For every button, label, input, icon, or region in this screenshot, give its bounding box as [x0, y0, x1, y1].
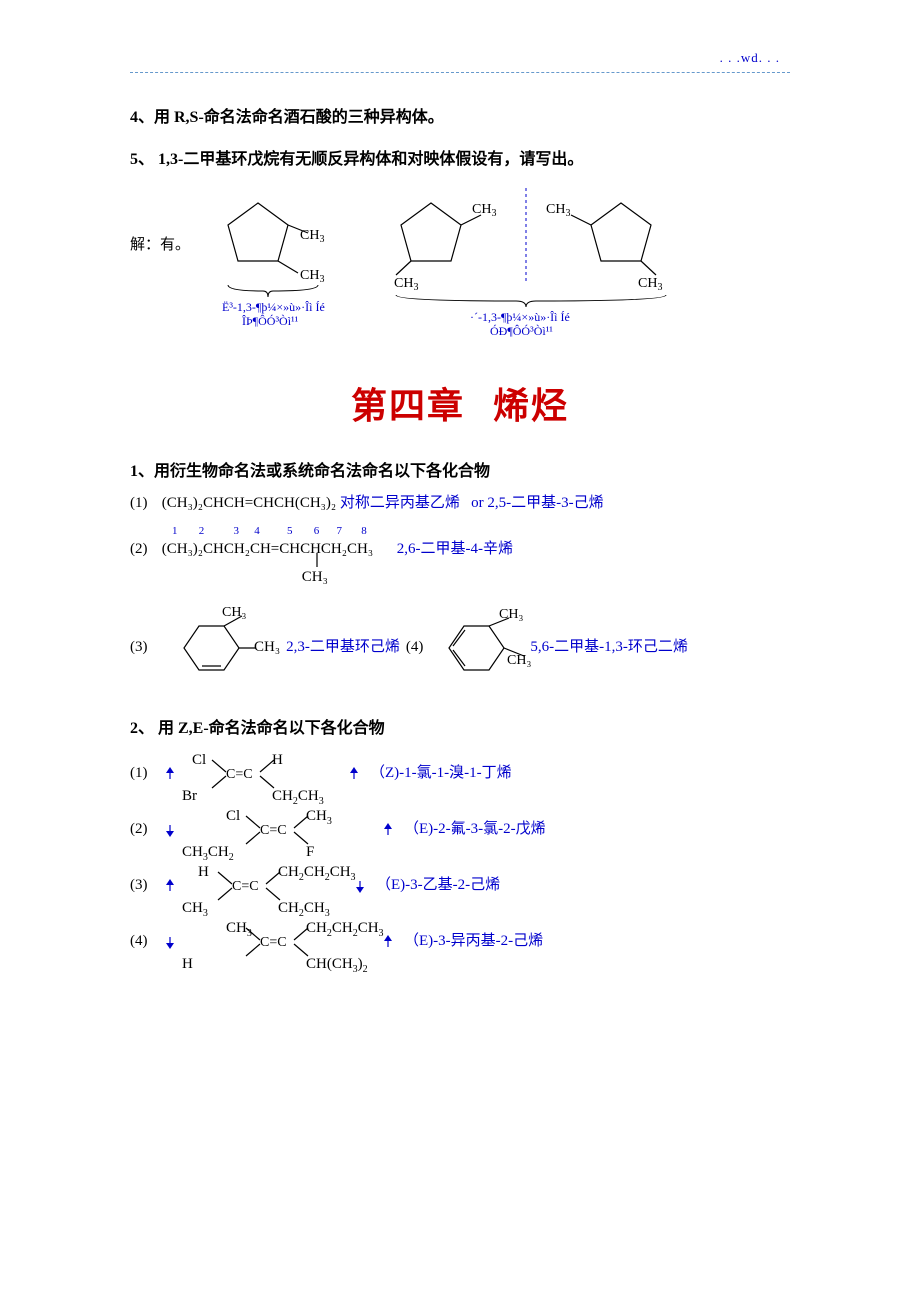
q5-answer-row: 解：有。 CH3 CH3 Ë³-1,3-¶þ¼×»ù»·Îì Íé ÎÞ¶ÔÓ³… [130, 183, 790, 343]
structure-trans-dimethylcyclopentane-pair: CH3 CH3 CH3 CH3 ·´-1,3-¶þ¼×»ù»·Îì Íé ÓÐ¶… [376, 183, 676, 343]
svg-text:CH3: CH3 [546, 202, 570, 219]
q5-answer-label: 解：有。 [130, 233, 190, 254]
svg-text:ÓÐ¶ÔÓ³Òì¹¹: ÓÐ¶ÔÓ³Òì¹¹ [490, 324, 553, 338]
svg-text:CH3: CH3 [300, 268, 324, 285]
sec2-item-2: (2) Cl CH3CH2 CH3 F C=C （E)-2-氟-3-氯-2-戊烯 [130, 804, 790, 856]
structure-23-dimethylcyclohexene: CH₃ [164, 608, 254, 688]
svg-text:·´-1,3-¶þ¼×»ù»·Îì Íé: ·´-1,3-¶þ¼×»ù»·Îì Íé [470, 310, 570, 324]
svg-text:CH3: CH3 [638, 276, 662, 293]
chapter-4-title: 第四章烯烃 [130, 377, 790, 429]
section-2-heading: 2、 用 Z,E-命名法命名以下各化合物 [130, 714, 790, 738]
structure-cis-dimethylcyclopentane: CH3 CH3 Ë³-1,3-¶þ¼×»ù»·Îì Íé ÎÞ¶ÔÓ³Òì¹¹ [208, 183, 358, 333]
header-watermark: . . .wd. . . [130, 50, 790, 66]
svg-text:CH₃: CH₃ [222, 605, 246, 620]
sec2-item-3: (3) H CH3 CH2CH2CH3 CH2CH3 C=C （E)-3-乙基-… [130, 860, 790, 912]
svg-text:C=C: C=C [260, 935, 287, 950]
svg-text:Ë³-1,3-¶þ¼×»ù»·Îì Íé: Ë³-1,3-¶þ¼×»ù»·Îì Íé [222, 300, 325, 314]
structure-56-dimethyl-13-cyclohexadiene: CH₃ CH₃ [429, 608, 524, 688]
sec1-item-2-locants: 1 2 3 4 5 6 7 8 [172, 525, 790, 537]
svg-text:CH3: CH3 [394, 276, 418, 293]
question-4: 4、用 R,S-命名法命名酒石酸的三种异构体。 [130, 103, 790, 127]
sec2-item-1: (1) Cl Br H CH2CH3 C=C （Z)-1-氯-1-溴-1-丁烯 [130, 748, 790, 800]
question-5: 5、 1,3-二甲基环戊烷有无顺反异构体和对映体假设有，请写出。 [130, 145, 790, 169]
svg-text:CH3: CH3 [472, 202, 496, 219]
svg-text:ÎÞ¶ÔÓ³Òì¹¹: ÎÞ¶ÔÓ³Òì¹¹ [242, 314, 299, 328]
svg-text:C=C: C=C [232, 879, 259, 894]
header-rule [130, 72, 790, 73]
section-1-heading: 1、用衍生物命名法或系统命名法命名以下各化合物 [130, 457, 790, 481]
sec1-item-2: 1 2 3 4 5 6 7 8 (2) (CH₃)₂CHCH₂CH=CHCHCH… [130, 525, 790, 599]
sec1-item-3-4: (3) CH₃ CH₃ 2,3-二甲基环己烯(4) CH₃ CH₃ 5,6-二甲… [130, 608, 790, 688]
svg-text:CH₃: CH₃ [507, 653, 531, 668]
svg-text:C=C: C=C [226, 767, 253, 782]
svg-text:CH3: CH3 [300, 228, 324, 245]
sec2-item-4: (4) CH3 H CH2CH2CH3 CH(CH3)2 C=C （E)-3-异… [130, 916, 790, 968]
svg-text:CH₃: CH₃ [499, 607, 523, 622]
svg-text:C=C: C=C [260, 823, 287, 838]
sec1-item-1: (1) (CH₃)₂CHCH=CHCH(CH₃)₂ 对称二异丙基乙烯 or 2,… [130, 491, 790, 517]
